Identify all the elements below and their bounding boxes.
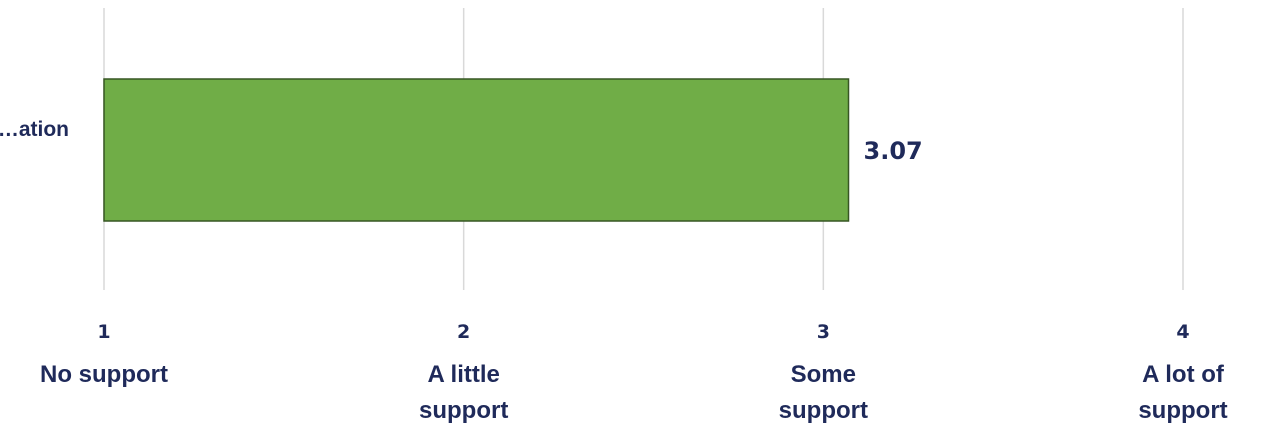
x-axis-ticks: 1 No support 2 A little support 3 Some support 4… [40, 321, 1228, 424]
bars [103, 78, 850, 222]
labels: …ation 3.07 [0, 118, 923, 165]
tick-label-3-line-1: Some [791, 361, 856, 388]
tick-label-4-line-2: support [1138, 397, 1227, 424]
data-label: 3.07 [864, 137, 923, 165]
tick-number-1: 1 [97, 321, 110, 343]
tick-label-4-line-1: A lot of [1142, 361, 1225, 388]
tick-number-3: 3 [817, 321, 830, 343]
category-label: …ation [0, 118, 69, 141]
tick-label-1-line-1: No support [40, 361, 168, 388]
tick-label-2-line-2: support [419, 397, 508, 424]
bar-1 [103, 78, 850, 222]
tick-number-4: 4 [1176, 321, 1189, 343]
tick-label-3-line-2: support [779, 397, 868, 424]
tick-label-2-line-1: A little [427, 361, 499, 388]
tick-number-2: 2 [457, 321, 470, 343]
